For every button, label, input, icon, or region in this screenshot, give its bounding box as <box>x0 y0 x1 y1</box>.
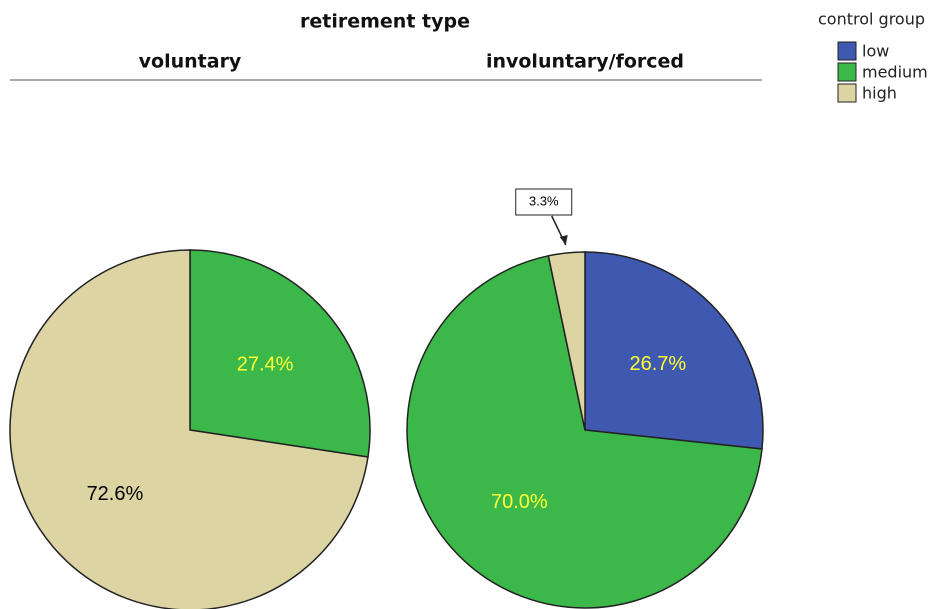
data-label: 3.3% <box>529 193 559 208</box>
callout-box <box>515 188 573 216</box>
pie-slice <box>406 254 763 609</box>
pie-slice <box>189 249 371 458</box>
data-label: 70.0% <box>491 491 548 513</box>
pie-slice <box>584 251 764 450</box>
legend-swatch <box>837 83 857 103</box>
legend-title: control group <box>818 10 925 29</box>
data-label: 27.4% <box>237 354 294 376</box>
pie-title: voluntary <box>139 51 242 73</box>
legend-label: medium <box>862 63 928 82</box>
data-label: 26.7% <box>629 353 686 375</box>
legend-label: high <box>862 84 897 103</box>
pie-title: involuntary/forced <box>486 51 684 73</box>
data-label: 72.6% <box>87 483 144 505</box>
callout-arrowhead <box>559 234 568 245</box>
legend-swatch <box>837 41 857 61</box>
pie-slice <box>547 251 586 431</box>
panel-title: retirement type <box>300 11 470 33</box>
legend-swatch <box>837 62 857 82</box>
legend-label: low <box>862 42 889 61</box>
pie-slice <box>9 249 369 609</box>
